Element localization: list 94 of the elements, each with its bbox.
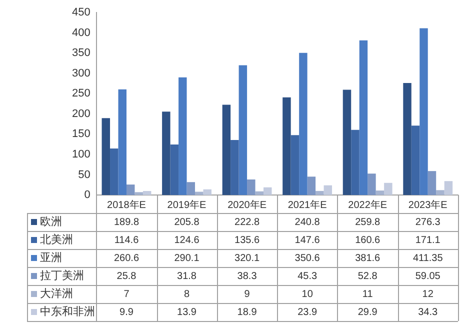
bar: [102, 118, 110, 195]
x-tick-label: 2021年E: [288, 198, 328, 211]
data-label: 11: [362, 288, 374, 300]
data-label: 222.8: [234, 216, 260, 228]
bar: [203, 189, 212, 195]
data-label: 160.6: [355, 234, 381, 246]
data-label: 45.3: [298, 270, 318, 282]
y-tick-label: 100: [72, 148, 90, 160]
legend-label: 北美洲: [40, 233, 73, 246]
legend-label: 中东和非洲: [40, 305, 95, 318]
bar: [264, 187, 272, 195]
bar: [359, 40, 368, 195]
bar: [222, 104, 231, 195]
data-label: 10: [302, 288, 314, 300]
bar: [299, 52, 308, 195]
bar: [411, 126, 420, 195]
y-tick-label: 150: [72, 128, 90, 140]
y-tick-label: 350: [72, 47, 90, 60]
y-tick-label: 300: [72, 67, 90, 80]
bar: [118, 89, 126, 195]
bar: [126, 184, 135, 195]
bar: [282, 97, 291, 195]
x-tick-label: 2018年E: [107, 198, 146, 211]
data-label: 259.8: [355, 216, 381, 228]
y-tick-label: 450: [72, 6, 90, 19]
data-label: 38.3: [237, 270, 258, 282]
bar: [247, 179, 256, 195]
bar: [403, 83, 412, 195]
bar: [384, 182, 392, 195]
data-label: 25.8: [116, 270, 137, 282]
y-tick-label: 0: [84, 189, 90, 202]
bar: [436, 190, 444, 195]
bar: [186, 182, 196, 195]
data-label: 34.3: [418, 306, 438, 318]
bar: [376, 190, 384, 195]
y-tick-label: 200: [72, 108, 90, 120]
bar: [142, 190, 152, 195]
bar: [134, 192, 143, 195]
data-label: 260.6: [114, 252, 140, 264]
x-tick-label: 2019年E: [167, 198, 207, 211]
legend-label: 欧洲: [40, 215, 62, 228]
bar: [324, 185, 332, 195]
bar: [170, 144, 179, 195]
data-label: 23.9: [298, 306, 318, 318]
bar: [420, 28, 428, 195]
data-label: 350.6: [294, 252, 320, 264]
data-label: 411.35: [412, 252, 444, 264]
bar: [444, 181, 453, 195]
bar: [255, 191, 264, 195]
x-tick-label: 2020年E: [228, 198, 267, 211]
bar: [290, 135, 300, 195]
bar: [110, 148, 118, 195]
bar: [238, 65, 248, 195]
data-label: 29.9: [358, 306, 378, 318]
data-label: 9: [244, 288, 250, 300]
data-label: 290.1: [174, 252, 200, 264]
y-tick-label: 400: [72, 26, 90, 39]
data-label: 381.6: [355, 252, 381, 264]
x-tick-label: 2023年E: [408, 198, 448, 211]
data-label: 276.3: [415, 216, 441, 228]
bar: [230, 140, 239, 195]
bar: [307, 176, 316, 195]
data-label: 135.6: [234, 234, 260, 246]
bar: [195, 192, 204, 195]
data-label: 12: [422, 288, 434, 300]
data-label: 114.6: [114, 234, 140, 246]
x-tick-label: 2022年E: [348, 198, 388, 211]
y-tick-label: 250: [72, 88, 90, 100]
data-label: 13.9: [177, 306, 197, 318]
data-label: 171.1: [415, 234, 441, 246]
data-label: 52.8: [358, 270, 378, 282]
legend-label: 拉丁美洲: [40, 269, 84, 282]
bar: [162, 112, 170, 195]
bar: [368, 174, 376, 195]
bar: [342, 90, 352, 195]
data-label: 18.9: [237, 306, 258, 318]
data-label: 320.1: [234, 252, 260, 264]
data-label: 205.8: [174, 216, 200, 228]
data-label: 147.6: [294, 234, 320, 246]
data-label: 7: [124, 288, 130, 300]
data-label: 189.8: [114, 216, 140, 228]
data-label: 59.05: [415, 270, 441, 282]
bar: [428, 171, 436, 195]
legend-label: 大洋洲: [40, 287, 73, 300]
data-label: 124.6: [174, 234, 200, 246]
bar: [316, 190, 324, 195]
y-tick-label: 50: [78, 168, 90, 181]
data-label: 31.8: [177, 270, 197, 282]
bar: [178, 77, 187, 195]
data-label: 8: [184, 288, 190, 300]
bar: [351, 130, 360, 195]
data-label: 240.8: [294, 216, 320, 228]
legend-label: 亚洲: [40, 251, 62, 264]
data-label: 9.9: [120, 306, 134, 318]
